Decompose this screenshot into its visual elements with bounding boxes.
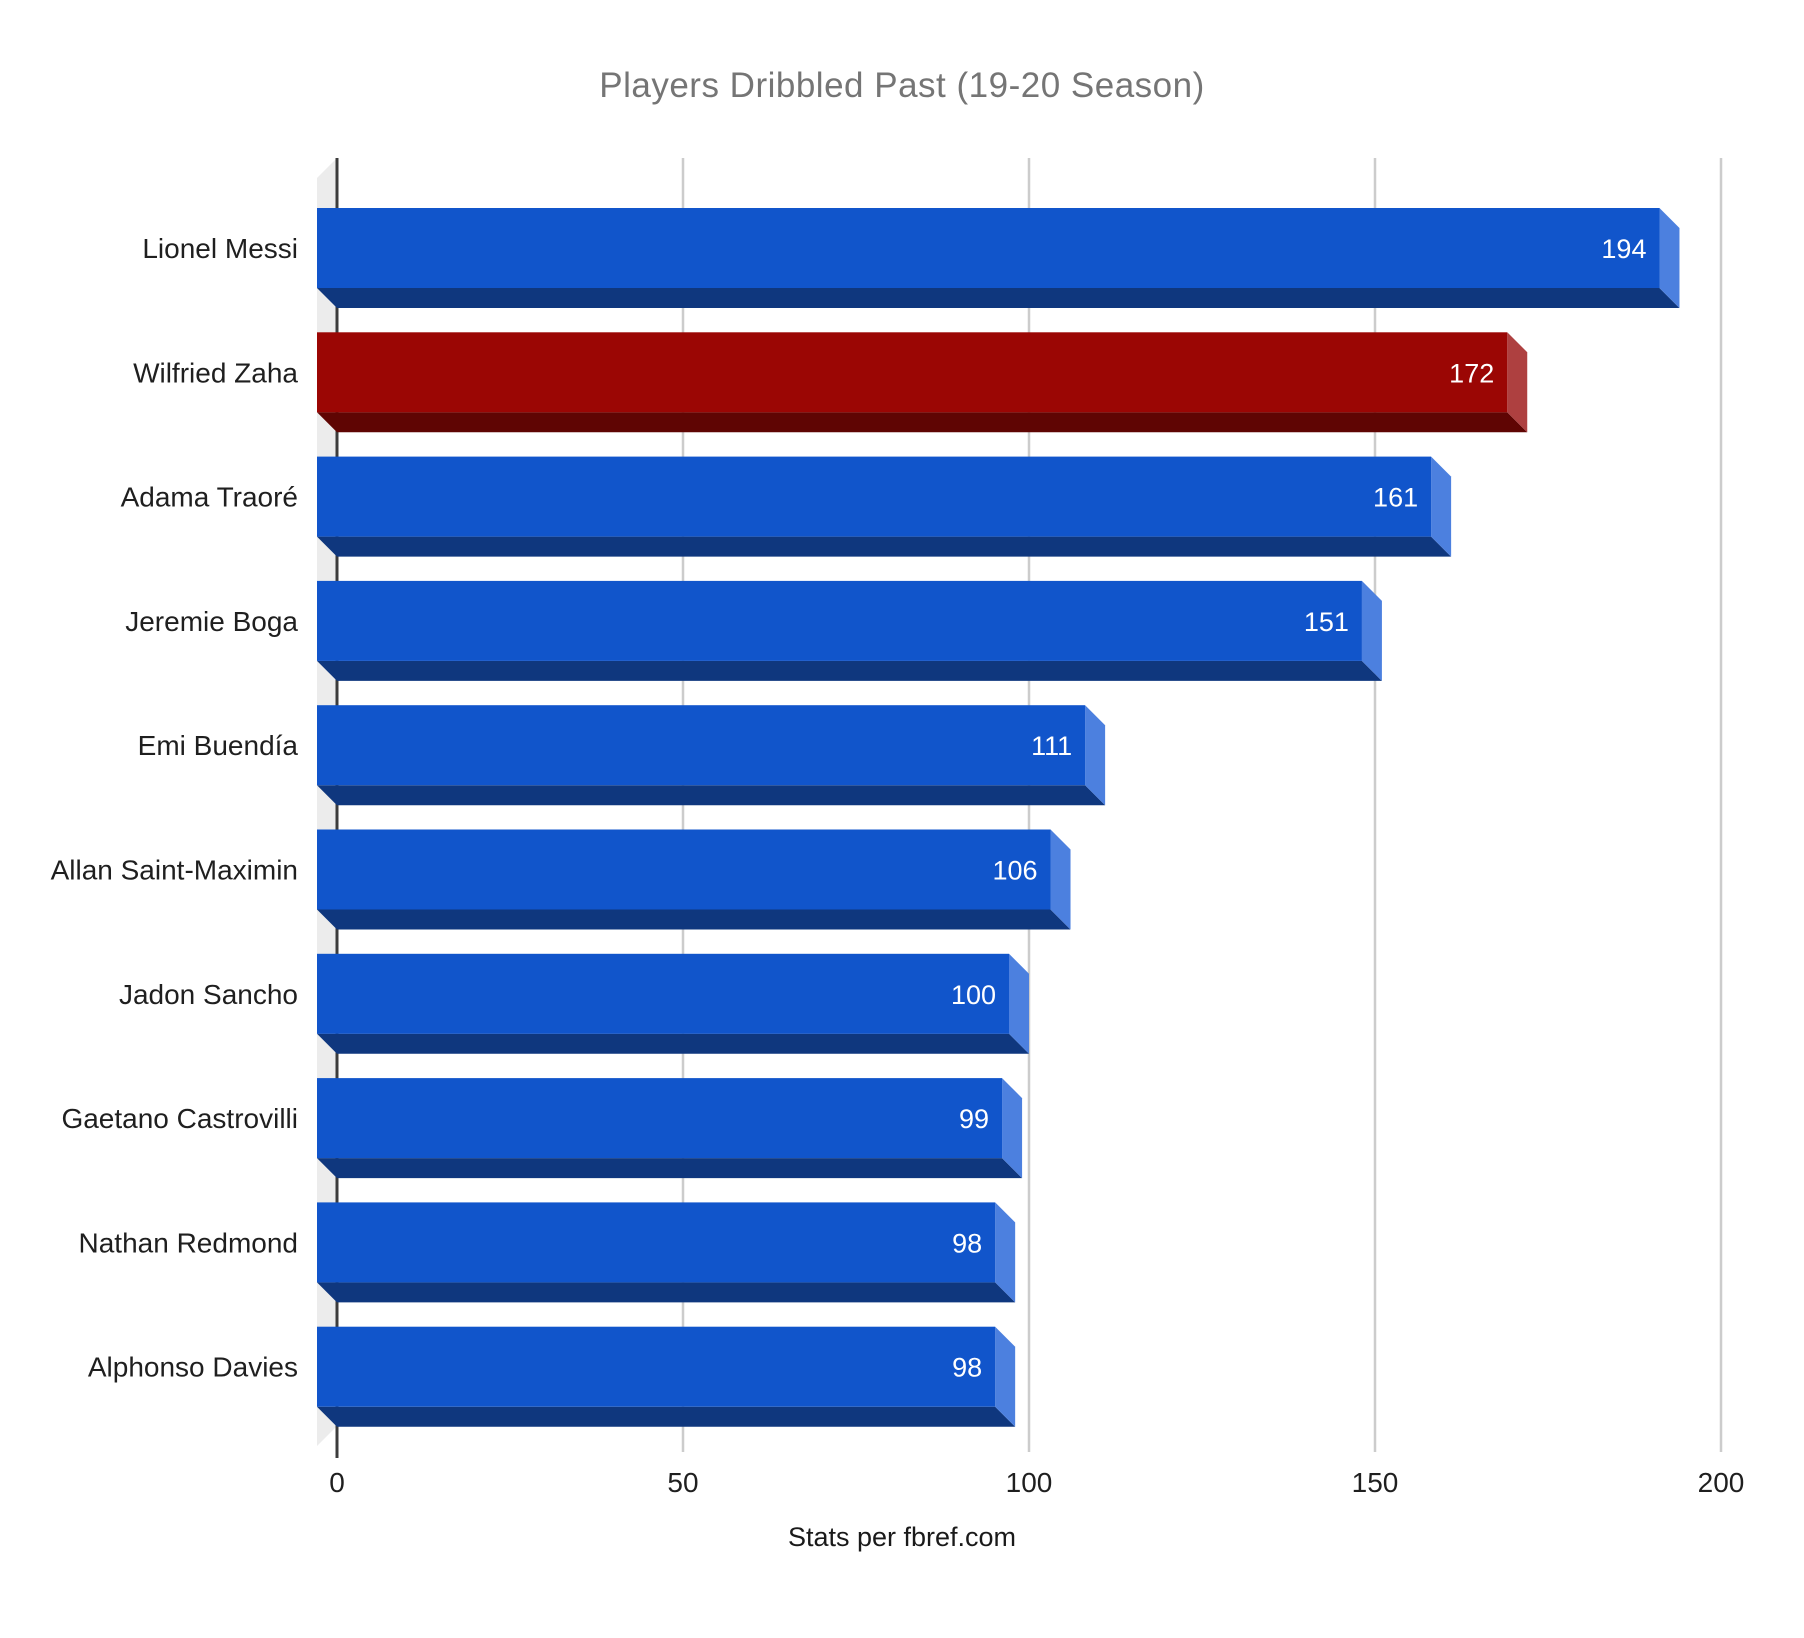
bar-end-face xyxy=(1659,208,1680,308)
bar-row[interactable]: 151 xyxy=(317,580,1382,681)
bar-front-face[interactable] xyxy=(317,953,1009,1034)
category-label: Lionel Messi xyxy=(142,233,298,264)
bar-value-label: 100 xyxy=(951,980,996,1010)
bar-row[interactable]: 100 xyxy=(317,953,1029,1054)
bar-front-face[interactable] xyxy=(317,456,1432,537)
bar-bottom-face xyxy=(317,1033,1029,1054)
bar-front-face[interactable] xyxy=(317,705,1086,786)
bar-front-face[interactable] xyxy=(317,1078,1003,1159)
x-tick-label: 150 xyxy=(1352,1467,1399,1498)
bar-row[interactable]: 111 xyxy=(317,705,1106,806)
bar-front-face[interactable] xyxy=(317,1202,996,1283)
bar-row[interactable]: 161 xyxy=(317,456,1452,557)
bar-value-label: 98 xyxy=(952,1228,982,1258)
bar-bottom-face xyxy=(317,536,1452,557)
bar-bottom-face xyxy=(317,1406,1016,1427)
bar-bottom-face xyxy=(317,412,1528,433)
bar-value-label: 151 xyxy=(1304,607,1349,637)
bar-end-face xyxy=(1050,829,1071,930)
bar-row[interactable]: 98 xyxy=(317,1326,1016,1427)
bar-bottom-face xyxy=(317,1282,1016,1303)
bar-value-label: 161 xyxy=(1373,483,1418,513)
bar-row[interactable]: 99 xyxy=(317,1078,1023,1179)
bar-row[interactable]: 106 xyxy=(317,829,1071,930)
bar-end-face xyxy=(1002,1078,1023,1179)
x-tick-label: 200 xyxy=(1698,1467,1745,1498)
x-tick-label: 50 xyxy=(667,1467,698,1498)
bar-bottom-face xyxy=(317,288,1680,308)
bar-row[interactable]: 98 xyxy=(317,1202,1016,1303)
bar-end-face xyxy=(1085,705,1106,806)
bar-front-face[interactable] xyxy=(317,1326,996,1407)
bar-front-face[interactable] xyxy=(317,208,1660,288)
category-label: Jadon Sancho xyxy=(119,979,298,1010)
bar-value-label: 111 xyxy=(1031,731,1072,761)
category-label: Gaetano Castrovilli xyxy=(61,1103,298,1134)
source-note: Stats per fbref.com xyxy=(787,1522,1017,1552)
bar-end-face xyxy=(995,1202,1016,1303)
bar-value-label: 106 xyxy=(992,856,1037,886)
bar-value-label: 172 xyxy=(1449,358,1494,388)
chart-title: Players Dribbled Past (19-20 Season) xyxy=(599,66,1205,105)
category-label: Nathan Redmond xyxy=(79,1227,298,1258)
category-label: Allan Saint-Maximin xyxy=(51,855,298,886)
bar-front-face[interactable] xyxy=(317,332,1508,413)
bar-end-face xyxy=(995,1326,1016,1427)
x-tick-label: 100 xyxy=(1006,1467,1053,1498)
bar-front-face[interactable] xyxy=(317,829,1051,910)
bar-end-face xyxy=(1431,456,1452,557)
bar-value-label: 99 xyxy=(959,1104,989,1134)
bar-row[interactable]: 194 xyxy=(317,208,1680,308)
bar-bottom-face xyxy=(317,909,1071,930)
bar-bottom-face xyxy=(317,785,1106,806)
bar-row[interactable]: 172 xyxy=(317,332,1528,433)
bar-front-face[interactable] xyxy=(317,580,1362,661)
category-label: Emi Buendía xyxy=(138,730,299,761)
bar-end-face xyxy=(1361,580,1382,681)
bar-end-face xyxy=(1507,332,1528,433)
category-label: Alphonso Davies xyxy=(88,1352,298,1383)
x-tick-label: 0 xyxy=(329,1467,345,1498)
bar-value-label: 98 xyxy=(952,1353,982,1383)
bar-bottom-face xyxy=(317,660,1382,681)
category-label: Adama Traoré xyxy=(121,482,298,513)
bar-bottom-face xyxy=(317,1158,1023,1179)
category-label: Wilfried Zaha xyxy=(133,357,298,388)
bar-end-face xyxy=(1009,953,1029,1054)
bar-value-label: 194 xyxy=(1601,234,1646,264)
category-label: Jeremie Boga xyxy=(125,606,298,637)
